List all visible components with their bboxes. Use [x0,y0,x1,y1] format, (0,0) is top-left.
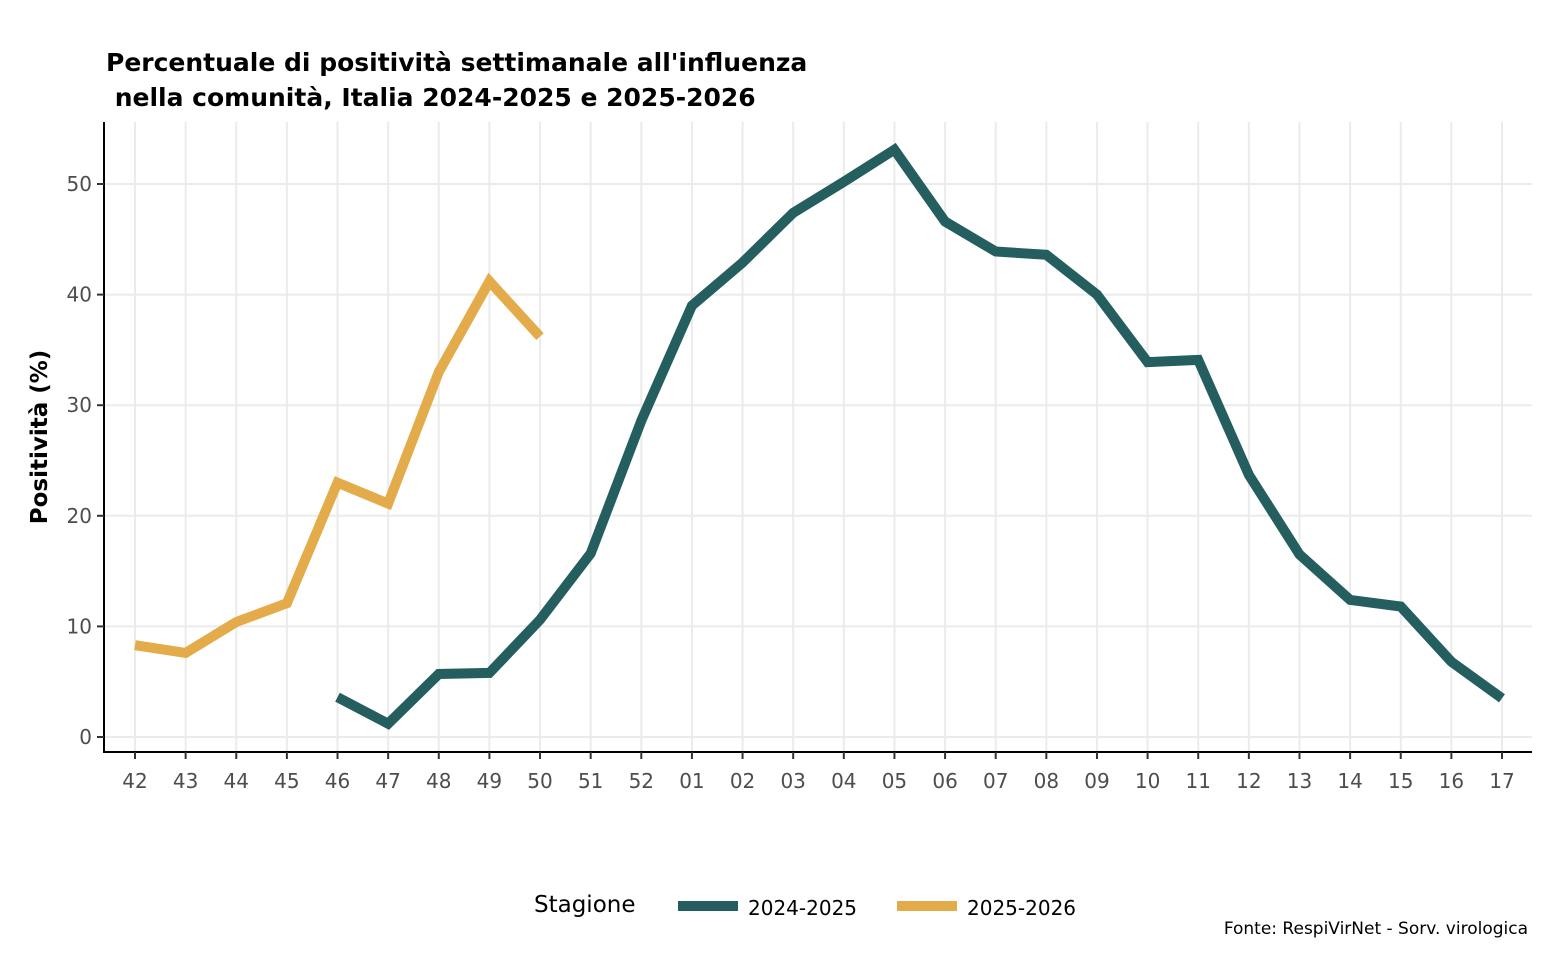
y-tick-label: 50 [67,172,92,196]
legend-label-2024-2025: 2024-2025 [748,896,857,920]
x-tick-label: 51 [578,769,603,793]
x-tick-label: 15 [1388,769,1413,793]
x-tick-label: 12 [1236,769,1261,793]
x-tick-label: 08 [1034,769,1059,793]
x-tick-label: 04 [831,769,856,793]
chart-title-line-2: nella comunità, Italia 2024-2025 e 2025-… [106,83,756,112]
series-line-2024-2025 [335,142,1505,730]
x-tick-label: 10 [1135,769,1160,793]
x-tick-label: 50 [527,769,552,793]
legend-key-2025-2026 [897,901,957,911]
series-lines [134,142,1505,730]
x-axis-ticks: 42 43 44 45 46 47 48 49 50 51 52 01 02 03 04 05 06 07 08 09… [122,752,1515,793]
legend: Stagione 2024-2025 2025-2026 [534,892,1076,920]
series-line-2025-2026 [134,272,544,659]
x-tick-label: 47 [375,769,400,793]
x-tick-label: 43 [173,769,198,793]
x-gridlines [134,122,1503,752]
x-tick-label: 45 [274,769,299,793]
x-tick-label: 11 [1185,769,1210,793]
x-tick-label: 17 [1489,769,1514,793]
x-tick-label: 48 [426,769,451,793]
x-tick-label: 13 [1287,769,1312,793]
y-tick-label: 20 [67,504,92,528]
y-tick-label: 10 [67,614,92,638]
y-tick-label: 40 [67,283,92,307]
y-axis-ticks: 0 10 20 30 40 50 [67,172,104,749]
x-tick-label: 52 [629,769,654,793]
x-tick-label: 06 [932,769,957,793]
x-tick-label: 01 [679,769,704,793]
legend-label-2025-2026: 2025-2026 [967,896,1076,920]
x-tick-label: 05 [882,769,907,793]
x-tick-label: 14 [1337,769,1362,793]
x-tick-label: 42 [122,769,147,793]
y-tick-label: 30 [67,393,92,417]
x-tick-label: 07 [983,769,1008,793]
legend-title: Stagione [534,892,636,918]
legend-key-2024-2025 [678,901,738,911]
chart-title: Percentuale di positività settimanale al… [106,48,807,112]
chart-title-line-1: Percentuale di positività settimanale al… [106,48,807,77]
x-tick-label: 46 [325,769,350,793]
x-tick-label: 03 [780,769,805,793]
x-tick-label: 16 [1439,769,1464,793]
x-tick-label: 02 [730,769,755,793]
y-axis-title: Positività (%) [27,350,53,525]
x-tick-label: 49 [477,769,502,793]
y-tick-label: 0 [79,725,92,749]
x-tick-label: 44 [224,769,249,793]
x-tick-label: 09 [1084,769,1109,793]
source-caption: Fonte: RespiVirNet - Sorv. virologica [1224,919,1528,939]
y-gridlines [104,183,1532,738]
